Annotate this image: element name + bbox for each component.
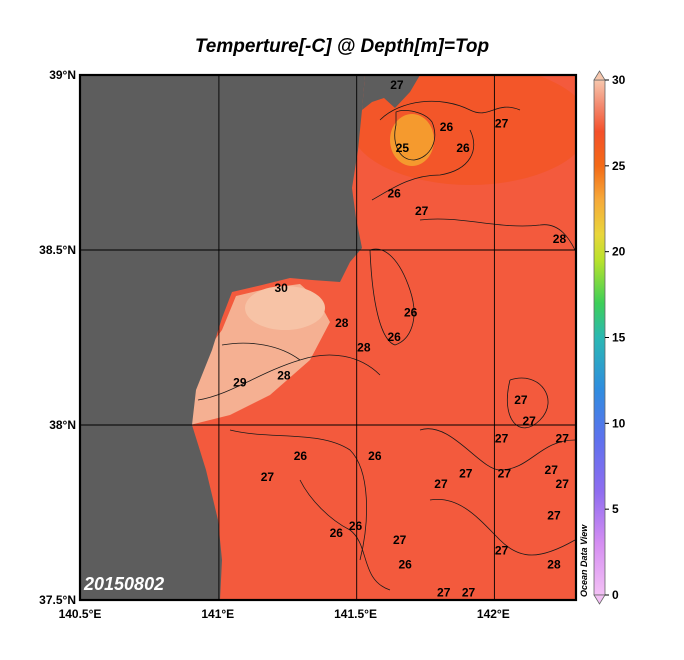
contour-label-22: 27 [498, 467, 512, 481]
colorbar-min-arrow [593, 594, 606, 605]
contour-label-9: 28 [335, 316, 349, 330]
chart-title: Temperture[-C] @ Depth[m]=Top [194, 36, 490, 57]
contour-label-34: 27 [437, 586, 451, 600]
contour-label-20: 26 [368, 449, 382, 463]
cool-patch-25 [390, 114, 434, 166]
contour-label-1: 26 [440, 120, 454, 134]
grid-lines [80, 75, 576, 600]
y-tick-label-0: 37.5°N [39, 593, 76, 607]
contour-label-32: 26 [398, 558, 412, 572]
contour-label-29: 27 [393, 533, 407, 547]
x-tick-label-0: 140.5°E [59, 607, 102, 621]
land-mass [80, 75, 365, 600]
contour-label-6: 27 [415, 204, 429, 218]
colorbar: 0 5 10 15 20 25 30 [593, 70, 626, 605]
contour-label-7: 28 [553, 232, 567, 246]
y-axis-ticks: 37.5°N 38°N 38.5°N 39°N [39, 68, 76, 607]
contour-label-27: 26 [349, 519, 363, 533]
x-tick-label-1: 141°E [201, 607, 234, 621]
colorbar-tick-label-1: 5 [612, 502, 619, 516]
contour-label-5: 26 [387, 187, 401, 201]
y-tick-label-3: 39°N [49, 68, 76, 82]
contour-label-14: 28 [277, 369, 291, 383]
contour-label-21: 27 [459, 467, 473, 481]
contour-label-35: 27 [462, 586, 476, 600]
contour-label-10: 26 [404, 306, 418, 320]
land-mass-east [362, 75, 420, 110]
contour-label-23: 27 [545, 463, 559, 477]
contour-label-11: 26 [387, 330, 401, 344]
colorbar-ticks: 0 5 10 15 20 25 30 [605, 73, 626, 602]
colorbar-tick-label-2: 10 [612, 416, 626, 430]
colorbar-max-arrow [593, 70, 606, 81]
contour-label-28: 26 [330, 526, 344, 540]
contour-label-16: 27 [522, 414, 536, 428]
x-tick-label-3: 142°E [477, 607, 510, 621]
y-tick-label-1: 38°N [49, 418, 76, 432]
ocean-data-view-watermark: Ocean Data View [579, 524, 589, 597]
contour-label-17: 27 [495, 432, 509, 446]
contour-label-33: 28 [547, 558, 561, 572]
contour-label-30: 27 [547, 509, 561, 523]
warm-patch-30 [245, 286, 325, 330]
colorbar-tick-label-5: 25 [612, 159, 626, 173]
contour-label-12: 28 [357, 341, 371, 355]
colorbar-tick-label-0: 0 [612, 588, 619, 602]
x-tick-label-2: 141.5°E [334, 607, 377, 621]
x-axis-ticks: 140.5°E 141°E 141.5°E 142°E [59, 607, 510, 621]
map-area [80, 75, 576, 600]
contour-label-2: 27 [495, 117, 509, 131]
contour-label-15: 27 [514, 393, 528, 407]
plot-frame [78, 73, 578, 602]
contour-label-24: 27 [261, 470, 275, 484]
colorbar-tick-label-3: 15 [612, 331, 626, 345]
contour-label-4: 26 [456, 141, 470, 155]
colorbar-ramp [593, 79, 606, 596]
contour-label-31: 27 [495, 544, 509, 558]
colorbar-tick-label-4: 20 [612, 245, 626, 259]
contour-label-0: 27 [390, 78, 404, 92]
contour-label-13: 29 [233, 376, 247, 390]
contour-label-25: 27 [434, 477, 448, 491]
contour-label-3: 25 [396, 141, 410, 155]
contour-label-8: 30 [274, 281, 288, 295]
date-stamp: 20150802 [83, 574, 164, 594]
colorbar-tick-label-6: 30 [612, 73, 626, 87]
contour-label-26: 27 [556, 477, 570, 491]
contour-lines [197, 100, 576, 591]
contour-label-19: 26 [294, 449, 308, 463]
y-tick-label-2: 38.5°N [39, 243, 76, 257]
contour-label-18: 27 [556, 432, 570, 446]
